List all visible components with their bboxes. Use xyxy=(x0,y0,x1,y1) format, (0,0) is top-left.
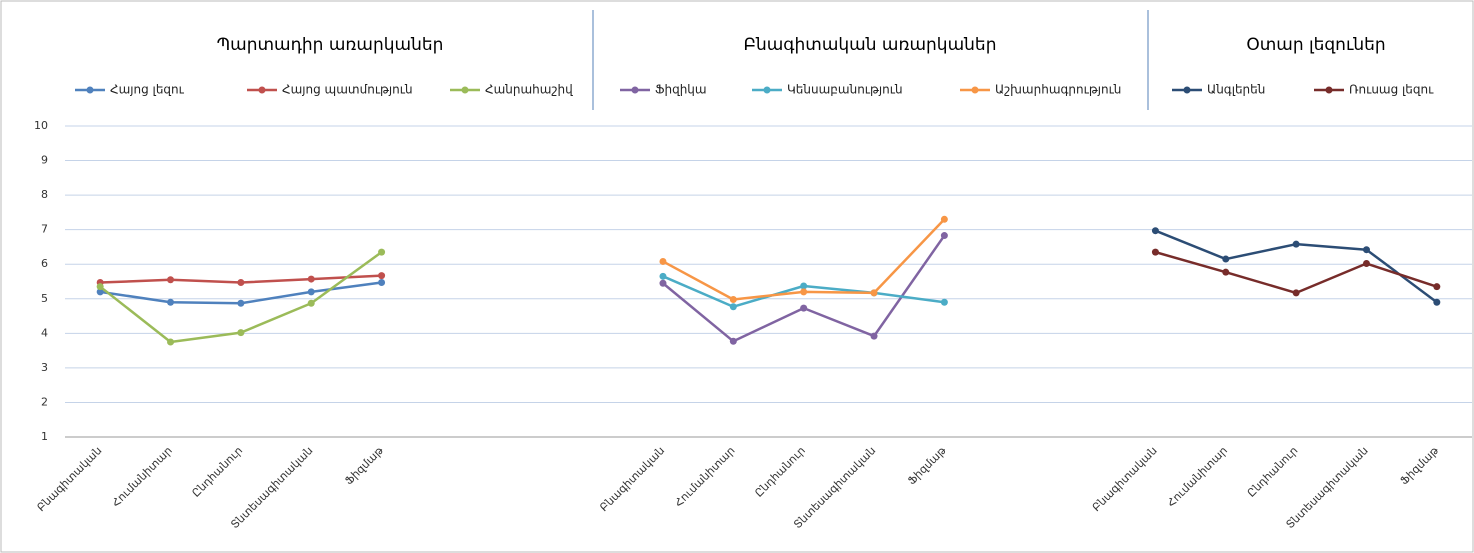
legend-label: Հայոց պատմություն xyxy=(282,83,413,97)
legend-label: Կենսաբանություն xyxy=(787,83,903,97)
point xyxy=(167,338,175,346)
legend-marker xyxy=(461,86,469,94)
point xyxy=(167,298,175,306)
point xyxy=(800,288,808,296)
point xyxy=(1433,298,1441,306)
point xyxy=(1151,248,1159,256)
point xyxy=(940,298,948,306)
legend-label: Հանրահաշիվ xyxy=(485,83,573,97)
legend-marker xyxy=(1325,86,1333,94)
point xyxy=(1222,268,1230,276)
point xyxy=(307,299,315,307)
point xyxy=(378,248,386,256)
point xyxy=(167,276,175,284)
point xyxy=(729,295,737,303)
point xyxy=(870,289,878,297)
y-tick-label: 9 xyxy=(41,154,48,167)
y-tick-label: 7 xyxy=(41,223,48,236)
legend-label: Հայոց լեզու xyxy=(110,83,185,97)
legend-marker xyxy=(258,86,266,94)
point xyxy=(307,275,315,283)
y-tick-label: 5 xyxy=(41,292,48,305)
y-tick-label: 1 xyxy=(41,430,48,443)
group-title: Օտար լեզուներ xyxy=(1246,35,1385,55)
point xyxy=(237,279,245,287)
y-tick-label: 2 xyxy=(41,395,48,408)
point xyxy=(800,282,808,290)
point xyxy=(237,299,245,307)
point xyxy=(1362,260,1370,268)
legend-label: Անգլերեն xyxy=(1207,83,1265,97)
group-title: Բնագիտական առարկաներ xyxy=(744,35,997,55)
point xyxy=(729,303,737,311)
point xyxy=(96,288,104,296)
y-tick-label: 4 xyxy=(41,326,48,339)
point xyxy=(1362,246,1370,254)
point xyxy=(659,272,667,280)
point xyxy=(237,329,245,337)
legend-marker xyxy=(86,86,94,94)
point xyxy=(378,272,386,280)
point xyxy=(800,304,808,312)
point xyxy=(659,257,667,265)
point xyxy=(1433,283,1441,291)
legend-label: Ֆիզիկա xyxy=(655,83,707,97)
point xyxy=(96,283,104,291)
group-title: Պարտադիր առարկաներ xyxy=(217,35,444,55)
point xyxy=(729,337,737,345)
y-tick-label: 8 xyxy=(41,188,48,201)
y-tick-label: 6 xyxy=(41,257,48,270)
point xyxy=(1292,289,1300,297)
point xyxy=(1222,255,1230,263)
legend-label: Ռուսաց լեզու xyxy=(1349,83,1434,97)
legend-marker xyxy=(631,86,639,94)
point xyxy=(1292,240,1300,248)
y-tick-label: 3 xyxy=(41,361,48,374)
point xyxy=(378,279,386,287)
point xyxy=(940,232,948,240)
legend-marker xyxy=(971,86,979,94)
legend-marker xyxy=(1183,86,1191,94)
legend-marker xyxy=(763,86,771,94)
legend-label: Աշխարհագրություն xyxy=(995,83,1121,97)
point xyxy=(940,215,948,223)
point xyxy=(659,279,667,287)
y-tick-label: 10 xyxy=(34,119,48,132)
point xyxy=(870,332,878,340)
point xyxy=(307,288,315,296)
point xyxy=(1151,227,1159,235)
